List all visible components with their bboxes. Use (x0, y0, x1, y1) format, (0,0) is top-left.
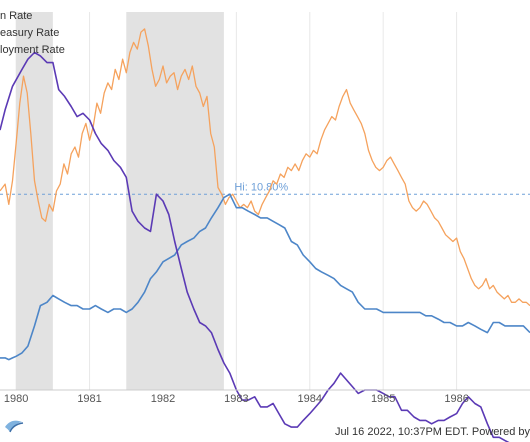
series-line-treasury (0, 193, 530, 361)
x-axis: 1980 1981 1982 1983 1984 1985 1986 (0, 389, 530, 405)
x-tick-label-1985: 1985 (371, 393, 395, 405)
x-tick-label-1984: 1984 (298, 393, 322, 405)
x-tick-label-1981: 1981 (77, 393, 101, 405)
x-tick-label-1986: 1986 (444, 393, 468, 405)
x-tick-label-1983: 1983 (224, 393, 248, 405)
hi-annotation-label: Hi: 10.80% (234, 181, 288, 193)
series-lines (0, 28, 530, 442)
series-line-employment (0, 51, 510, 442)
hi-annotation: Hi: 10.80% (0, 181, 530, 195)
x-tick-label-1980: 1980 (4, 393, 28, 405)
footer-credit: Jul 16 2022, 10:37PM EDT. Powered by (334, 426, 530, 438)
recession-band-2 (126, 12, 224, 390)
legend: n Rate easury Rate loyment Rate (0, 8, 65, 59)
legend-item-employment[interactable]: loyment Rate (0, 44, 65, 56)
series-line-rate (0, 28, 530, 307)
legend-item-treasury[interactable]: easury Rate (0, 27, 60, 39)
x-tick-label-1982: 1982 (151, 393, 175, 405)
ycharts-logo-icon (5, 420, 24, 433)
legend-item-rate[interactable]: n Rate (0, 10, 33, 22)
